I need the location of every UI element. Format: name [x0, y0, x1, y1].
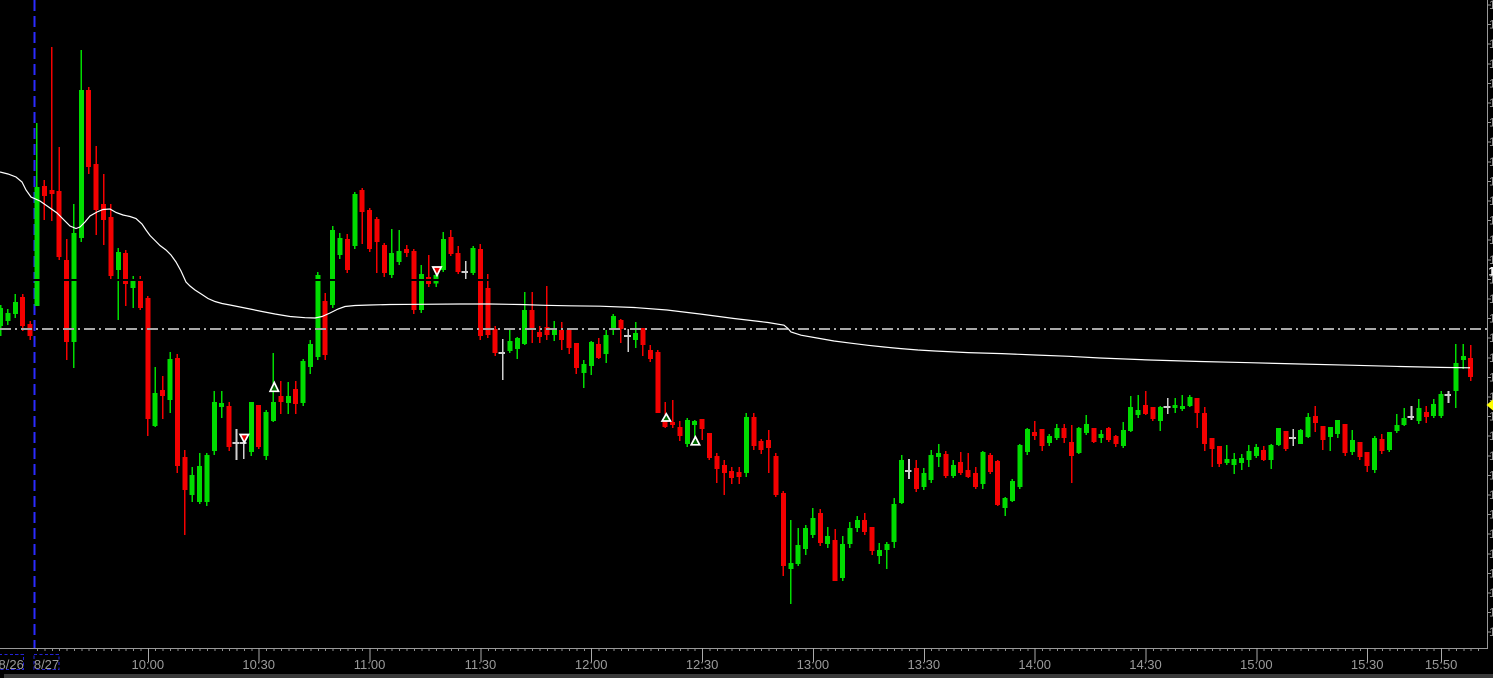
svg-text:1: 1	[1489, 331, 1493, 345]
svg-text:1: 1	[1489, 37, 1493, 51]
svg-text:1: 1	[1489, 214, 1493, 228]
svg-text:1: 1	[1489, 370, 1493, 384]
svg-text:1: 1	[1489, 586, 1493, 600]
svg-text:14:00: 14:00	[1018, 657, 1051, 672]
svg-text:13:30: 13:30	[908, 657, 941, 672]
svg-text:15:30: 15:30	[1351, 657, 1384, 672]
svg-text:1: 1	[1489, 390, 1493, 404]
svg-text:1: 1	[1489, 0, 1493, 12]
svg-text:1: 1	[1489, 76, 1493, 90]
svg-text:1: 1	[1489, 468, 1493, 482]
svg-text:15:50: 15:50	[1425, 657, 1458, 672]
svg-text:1: 1	[1489, 547, 1493, 561]
svg-text:1: 1	[1489, 96, 1493, 110]
svg-text:1: 1	[1489, 312, 1493, 326]
svg-text:10:00: 10:00	[132, 657, 165, 672]
svg-text:13:00: 13:00	[797, 657, 830, 672]
svg-text:1: 1	[1489, 265, 1493, 279]
svg-text:1: 1	[1489, 135, 1493, 149]
svg-text:1: 1	[1489, 449, 1493, 463]
svg-text:1: 1	[1489, 292, 1493, 306]
svg-text:10:30: 10:30	[242, 657, 275, 672]
svg-text:1: 1	[1489, 57, 1493, 71]
svg-text:8/26: 8/26	[0, 657, 24, 672]
svg-text:1: 1	[1489, 272, 1493, 286]
svg-text:12:30: 12:30	[686, 657, 719, 672]
svg-text:14:30: 14:30	[1129, 657, 1162, 672]
svg-text:1: 1	[1489, 508, 1493, 522]
svg-text:11:30: 11:30	[465, 657, 497, 672]
svg-text:1: 1	[1489, 116, 1493, 130]
svg-text:1: 1	[1489, 410, 1493, 424]
svg-text:1: 1	[1489, 429, 1493, 443]
svg-text:15:00: 15:00	[1240, 657, 1273, 672]
svg-text:1: 1	[1489, 174, 1493, 188]
svg-text:1: 1	[1489, 625, 1493, 639]
svg-text:1: 1	[1489, 351, 1493, 365]
svg-text:1: 1	[1489, 488, 1493, 502]
svg-text:12:00: 12:00	[575, 657, 608, 672]
svg-text:1: 1	[1489, 253, 1493, 267]
svg-text:1: 1	[1489, 527, 1493, 541]
svg-text:1: 1	[1489, 155, 1493, 169]
svg-text:8/27: 8/27	[34, 657, 59, 672]
svg-text:11:00: 11:00	[354, 657, 386, 672]
svg-text:1: 1	[1489, 194, 1493, 208]
svg-text:1: 1	[1489, 566, 1493, 580]
svg-text:1: 1	[1489, 606, 1493, 620]
svg-text:1: 1	[1489, 18, 1493, 32]
svg-text:1: 1	[1489, 233, 1493, 247]
